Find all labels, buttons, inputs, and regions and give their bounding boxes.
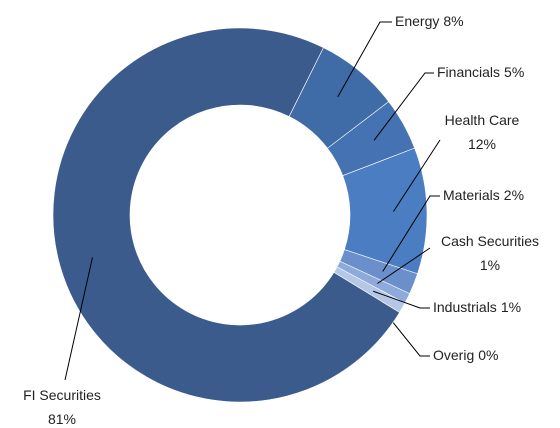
value-label: 5% [504, 64, 524, 80]
category-label: Materials [443, 187, 500, 203]
leader-line [377, 247, 431, 284]
donut-segment [52, 27, 401, 403]
leader-line [64, 257, 93, 381]
leader-line [337, 21, 392, 97]
category-label: Industrials [433, 299, 497, 315]
data-label: Energy 8% [395, 13, 464, 29]
category-label: FI Securities [23, 387, 101, 403]
data-label: Industrials 1% [433, 299, 521, 315]
leader-line [393, 139, 441, 212]
value-label: 2% [504, 187, 524, 203]
category-label: Overig [433, 347, 474, 363]
leader-line [382, 195, 440, 272]
leader-line [373, 72, 434, 141]
value-label: 0% [478, 347, 498, 363]
category-label: Cash Securities [441, 233, 539, 249]
value-label: 1% [480, 257, 500, 273]
value-label: 1% [501, 299, 521, 315]
category-label: Financials [437, 64, 500, 80]
value-label: 8% [443, 13, 463, 29]
value-label: 12% [468, 136, 496, 152]
data-label: Cash Securities 1% [441, 233, 539, 273]
data-label: Health Care 12% [445, 112, 520, 152]
data-label: Financials 5% [437, 64, 524, 80]
category-label: Health Care [445, 112, 520, 128]
data-label: Materials 2% [443, 187, 524, 203]
data-label: FI Securities 81% [23, 387, 101, 427]
value-label: 81% [48, 411, 76, 427]
leader-line [373, 290, 430, 309]
category-label: Energy [395, 13, 439, 29]
data-label: Overig 0% [433, 347, 498, 363]
